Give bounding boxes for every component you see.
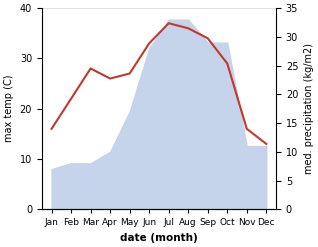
X-axis label: date (month): date (month) (120, 233, 198, 243)
Y-axis label: max temp (C): max temp (C) (4, 75, 14, 143)
Y-axis label: med. precipitation (kg/m2): med. precipitation (kg/m2) (304, 43, 314, 174)
